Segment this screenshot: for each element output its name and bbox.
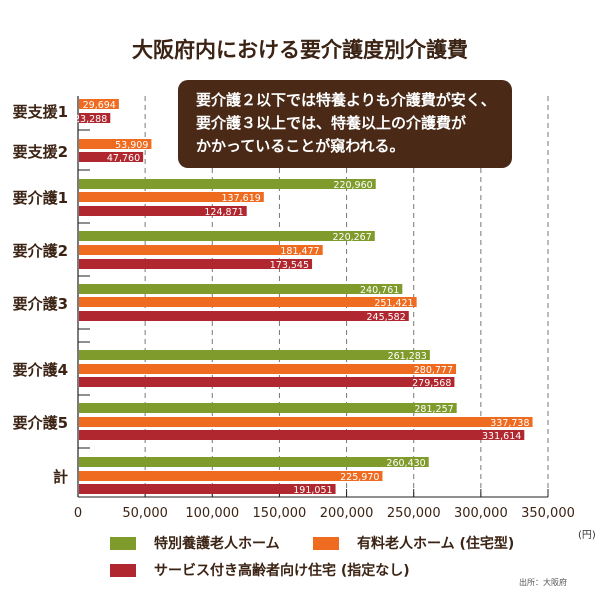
data-label: 251,421 [374, 298, 413, 309]
legend-item-sakoju: サービス付き高齢者向け住宅 (指定なし) [110, 560, 410, 580]
data-label: 220,267 [332, 232, 371, 243]
category-label: 要支援1 [13, 103, 68, 121]
bar [79, 471, 383, 481]
data-label: 53,909 [115, 140, 148, 151]
data-label: 29,694 [83, 100, 116, 111]
data-label: 225,970 [340, 472, 379, 483]
x-tick-label: 250,000 [387, 506, 441, 521]
callout-box: 要介護２以下では特養よりも介護費が安く、 要介護３以上では、特養以上の介護費が … [178, 80, 512, 168]
category-label: 要介護2 [13, 242, 68, 260]
bar [79, 350, 430, 360]
data-label: 240,761 [360, 285, 399, 296]
category-label: 要介護4 [13, 361, 68, 379]
bar [79, 99, 119, 109]
data-label: 331,614 [482, 431, 521, 442]
bar [79, 259, 313, 269]
x-tick-label: 0 [74, 506, 82, 521]
bar [79, 139, 152, 149]
data-label: 181,477 [280, 246, 319, 257]
legend-item-tokuyou: 特別養護老人ホーム [110, 533, 280, 553]
bar [79, 457, 429, 467]
data-label: 47,760 [107, 153, 140, 164]
data-label: 261,283 [388, 351, 427, 362]
callout-line: かかっていることが窺われる。 [196, 137, 405, 155]
legend-swatch [313, 536, 339, 550]
x-tick-label: 50,000 [122, 506, 168, 521]
data-label: 260,430 [386, 458, 425, 469]
bar [79, 430, 525, 440]
category-label: 要支援2 [13, 143, 68, 161]
x-tick-label: 200,000 [320, 506, 374, 521]
callout-line: 要介護３以上では、特養以上の介護費が [196, 114, 467, 132]
category-label: 要介護1 [13, 189, 68, 207]
bar [79, 192, 264, 202]
category-label: 計 [53, 468, 68, 486]
data-label: 245,582 [366, 312, 405, 323]
legend-label: 有料老人ホーム (住宅型) [357, 536, 515, 552]
bar [79, 245, 323, 255]
bar [79, 417, 533, 427]
data-label: 280,777 [414, 365, 453, 376]
bar [79, 297, 417, 307]
bar [79, 231, 375, 241]
data-label: 173,545 [270, 260, 309, 271]
bar [79, 179, 376, 189]
legend-swatch [110, 536, 136, 550]
unit-label: (円) [578, 530, 596, 541]
chart-title: 大阪府内における要介護度別介護費 [132, 38, 468, 62]
x-tick-label: 350,000 [521, 506, 575, 521]
legend-label: 特別養護老人ホーム [154, 536, 280, 552]
x-tick-label: 100,000 [185, 506, 239, 521]
legend-item-yuryo: 有料老人ホーム (住宅型) [313, 533, 514, 553]
data-label: 279,568 [412, 378, 451, 389]
bar [79, 152, 144, 162]
bar [79, 311, 409, 321]
category-label: 要介護3 [13, 295, 68, 313]
callout-line: 要介護２以下では特養よりも介護費が安く、 [196, 91, 496, 109]
bar [79, 377, 455, 387]
data-label: 220,960 [333, 180, 372, 191]
bar [79, 284, 403, 294]
data-label: 281,257 [414, 404, 453, 415]
x-tick-label: 300,000 [454, 506, 508, 521]
data-label: 137,619 [222, 193, 261, 204]
bar [79, 364, 457, 374]
bar [79, 206, 247, 216]
bar [79, 484, 336, 494]
data-label: 124,871 [204, 207, 243, 218]
data-label: 23,288 [74, 114, 107, 125]
legend-label: サービス付き高齢者向け住宅 (指定なし) [154, 563, 410, 579]
legend-swatch [110, 563, 136, 577]
data-label: 337,738 [490, 418, 529, 429]
bar [79, 113, 111, 123]
category-label: 要介護5 [13, 414, 68, 432]
x-tick-label: 150,000 [253, 506, 307, 521]
bar [79, 403, 457, 413]
data-label: 191,051 [293, 485, 332, 496]
source-note: 出所：大阪府 [519, 578, 567, 587]
